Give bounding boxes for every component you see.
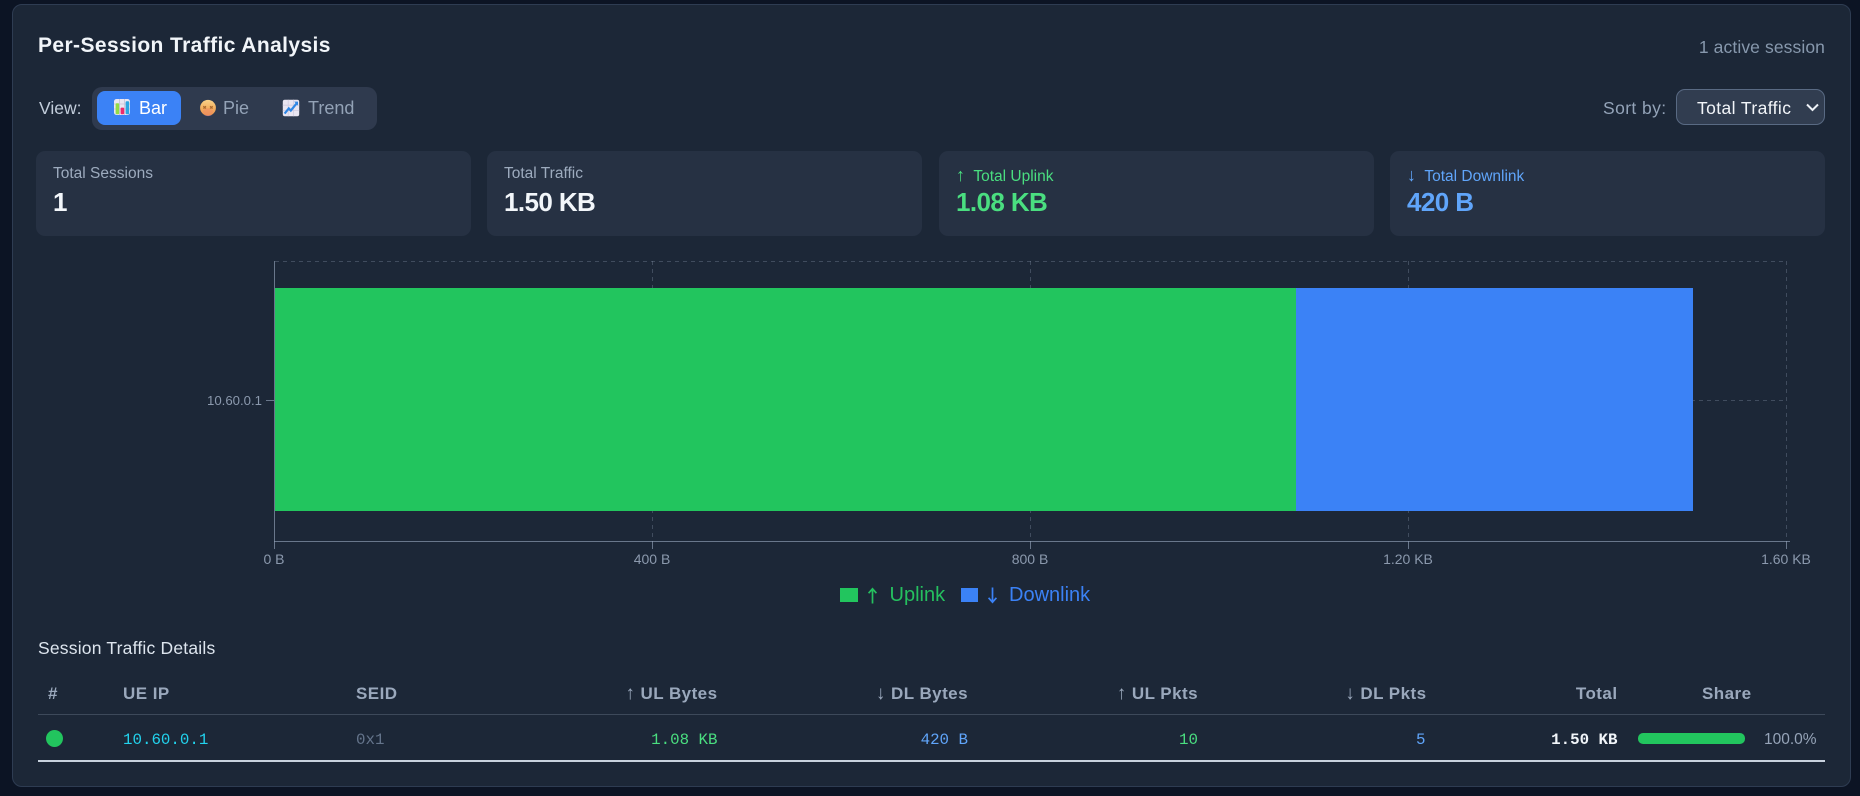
svg-text:800 B: 800 B — [1012, 551, 1049, 567]
svg-text:Uplink: Uplink — [890, 584, 947, 606]
svg-text:1.20 KB: 1.20 KB — [1383, 551, 1433, 567]
svg-text:0 B: 0 B — [263, 551, 284, 567]
svg-text:400 B: 400 B — [634, 551, 671, 567]
svg-text:Downlink: Downlink — [1009, 584, 1091, 606]
svg-text:10.60.0.1: 10.60.0.1 — [207, 393, 262, 408]
svg-text:1.60 KB: 1.60 KB — [1761, 551, 1811, 567]
